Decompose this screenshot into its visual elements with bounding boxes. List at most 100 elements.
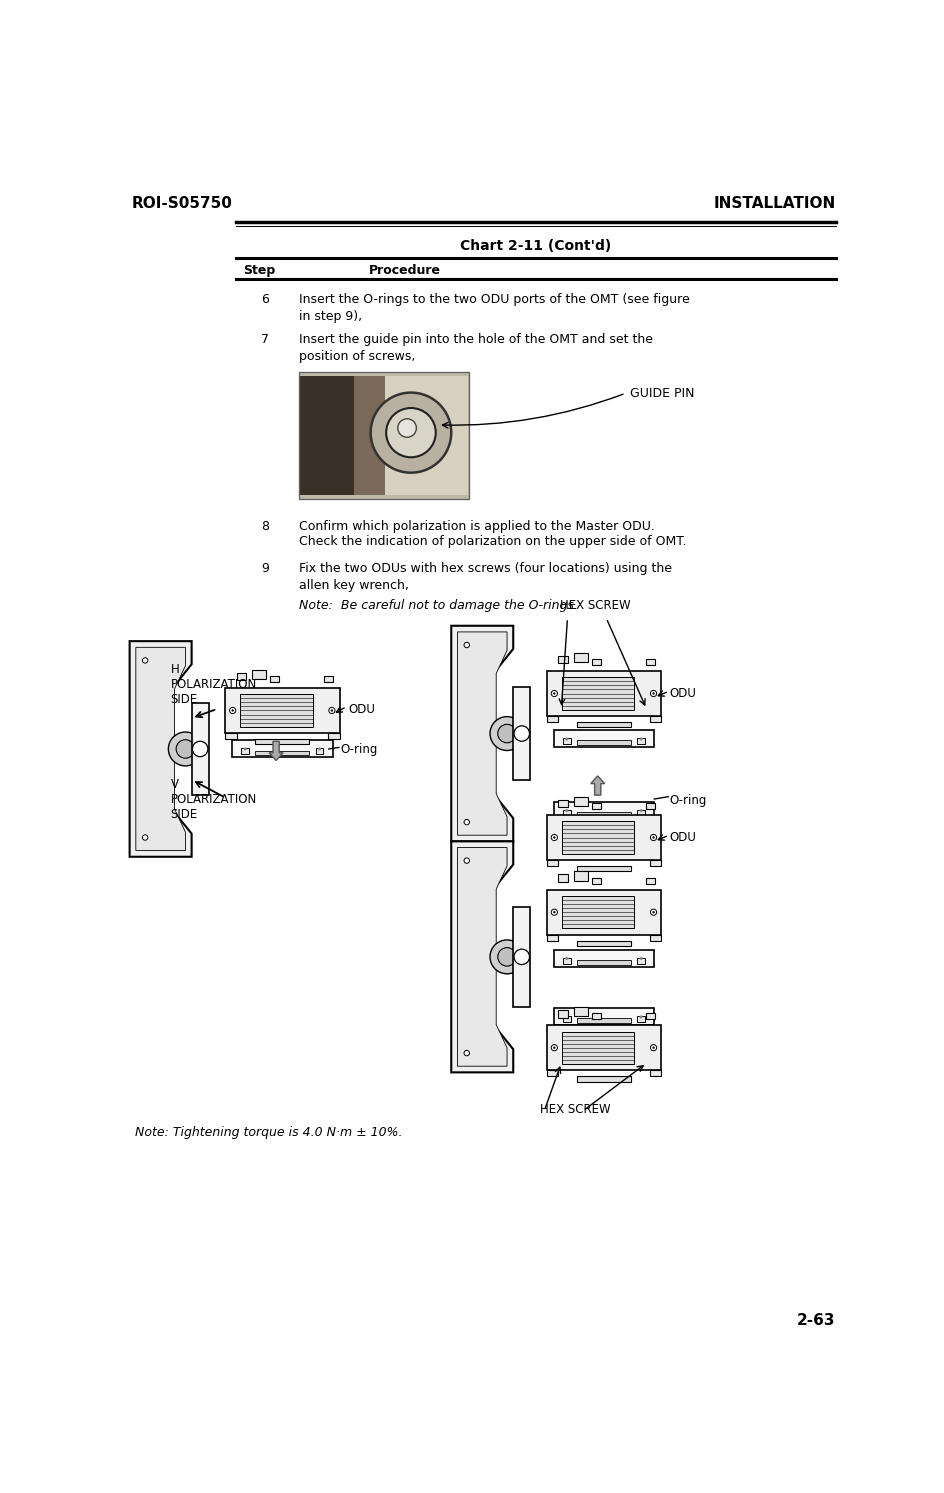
Circle shape — [640, 1015, 643, 1018]
Bar — [649, 935, 662, 941]
Bar — [592, 1014, 600, 1020]
Circle shape — [652, 836, 655, 839]
Bar — [577, 960, 631, 964]
Bar — [646, 803, 655, 809]
Bar — [558, 875, 567, 882]
Circle shape — [464, 1051, 469, 1056]
Text: O-ring: O-ring — [341, 744, 378, 755]
Circle shape — [318, 748, 321, 751]
Bar — [354, 376, 385, 494]
Bar — [385, 376, 467, 494]
Bar — [547, 815, 662, 860]
Bar — [646, 658, 655, 664]
Text: ODU: ODU — [670, 832, 697, 845]
Bar — [649, 1070, 662, 1076]
Text: O-ring: O-ring — [670, 794, 707, 806]
Bar — [514, 906, 531, 1006]
Circle shape — [386, 408, 436, 457]
Circle shape — [551, 909, 557, 915]
Text: Insert the O-rings to the two ODU ports of the OMT (see figure
in step 9),: Insert the O-rings to the two ODU ports … — [298, 293, 689, 322]
Text: Note: Tightening torque is 4.0 N·m ± 10%.: Note: Tightening torque is 4.0 N·m ± 10%… — [135, 1126, 402, 1139]
Bar — [232, 741, 332, 757]
Text: V
POLARIZATION
SIDE: V POLARIZATION SIDE — [171, 778, 257, 821]
Bar — [192, 703, 209, 796]
Circle shape — [143, 835, 148, 841]
Circle shape — [553, 911, 555, 914]
Circle shape — [553, 1047, 555, 1050]
Bar — [547, 1026, 662, 1070]
Circle shape — [397, 418, 416, 437]
Bar — [547, 715, 558, 723]
Text: Chart 2-11 (Cont'd): Chart 2-11 (Cont'd) — [460, 239, 612, 254]
Circle shape — [177, 739, 194, 758]
Circle shape — [650, 909, 657, 915]
Bar — [577, 723, 631, 727]
Bar — [574, 797, 588, 806]
Circle shape — [551, 1045, 557, 1051]
Bar — [298, 372, 469, 499]
Text: H
POLARIZATION
SIDE: H POLARIZATION SIDE — [171, 663, 257, 706]
Circle shape — [551, 835, 557, 841]
Bar — [646, 1014, 655, 1020]
Bar — [649, 715, 662, 723]
Circle shape — [553, 836, 555, 839]
Circle shape — [640, 809, 643, 812]
Circle shape — [231, 709, 234, 712]
Bar — [577, 741, 631, 745]
Text: Fix the two ODUs with hex screws (four locations) using the
allen key wrench,: Fix the two ODUs with hex screws (four l… — [298, 561, 671, 591]
Circle shape — [650, 690, 657, 697]
Bar — [592, 803, 600, 809]
Circle shape — [193, 741, 208, 757]
Polygon shape — [591, 776, 605, 796]
Bar — [315, 748, 324, 754]
Bar — [328, 733, 340, 739]
Text: 6: 6 — [261, 293, 269, 306]
Bar — [547, 860, 558, 866]
Polygon shape — [458, 632, 507, 835]
Text: 9: 9 — [261, 561, 269, 575]
Text: Step: Step — [244, 264, 276, 276]
Bar — [646, 878, 655, 884]
Circle shape — [565, 809, 568, 812]
Bar — [562, 1032, 634, 1065]
Bar — [637, 1017, 645, 1023]
Bar — [241, 694, 312, 727]
Polygon shape — [458, 848, 507, 1066]
Bar — [637, 738, 645, 745]
Bar — [255, 751, 310, 755]
Circle shape — [652, 911, 655, 914]
Circle shape — [371, 393, 451, 473]
Bar — [547, 1070, 558, 1076]
Circle shape — [565, 738, 568, 741]
Circle shape — [464, 820, 469, 824]
Text: Procedure: Procedure — [369, 264, 441, 276]
Bar — [592, 658, 600, 664]
Text: Check the indication of polarization on the upper side of OMT.: Check the indication of polarization on … — [298, 534, 686, 548]
Circle shape — [330, 709, 333, 712]
Text: ODU: ODU — [348, 703, 375, 715]
Bar — [563, 809, 570, 817]
Bar — [649, 860, 662, 866]
Circle shape — [553, 693, 555, 694]
Bar — [553, 950, 654, 967]
Circle shape — [464, 642, 469, 648]
Bar — [592, 878, 600, 884]
Text: Confirm which polarization is applied to the Master ODU.: Confirm which polarization is applied to… — [298, 520, 654, 533]
Bar — [574, 652, 588, 661]
Bar — [225, 688, 340, 733]
Bar — [574, 1006, 588, 1017]
Circle shape — [640, 957, 643, 960]
Bar — [563, 1017, 570, 1023]
Bar — [562, 678, 634, 709]
Circle shape — [143, 658, 148, 663]
Circle shape — [652, 1047, 655, 1050]
Text: GUIDE PIN: GUIDE PIN — [630, 387, 694, 400]
Polygon shape — [451, 626, 514, 842]
Bar — [225, 733, 237, 739]
Bar — [637, 957, 645, 964]
Text: 2-63: 2-63 — [797, 1312, 835, 1327]
Bar — [558, 800, 567, 808]
Bar — [324, 676, 333, 682]
Circle shape — [497, 724, 516, 744]
Circle shape — [565, 957, 568, 960]
